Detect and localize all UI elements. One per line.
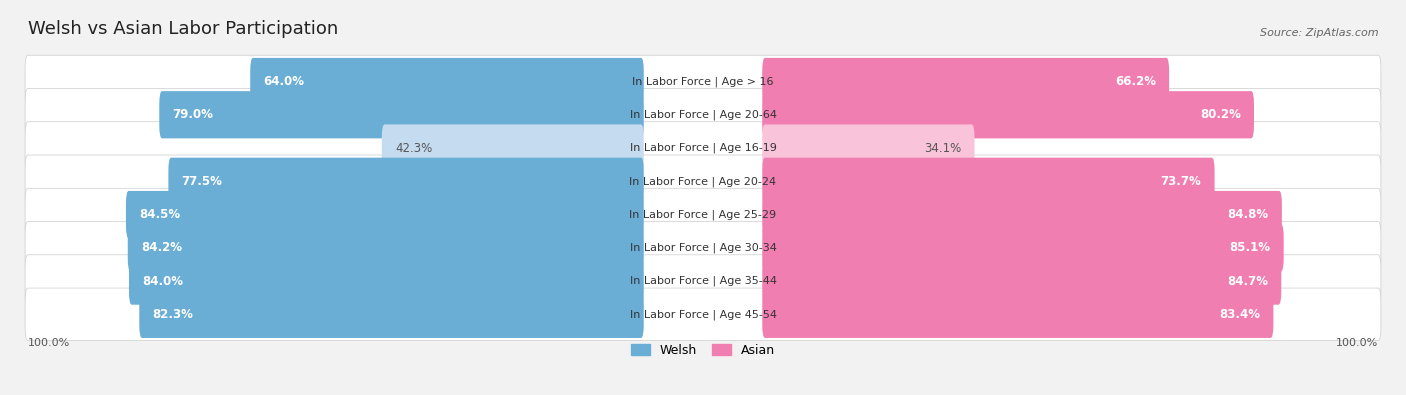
Text: 84.0%: 84.0% (142, 275, 183, 288)
Text: In Labor Force | Age 25-29: In Labor Force | Age 25-29 (630, 209, 776, 220)
FancyBboxPatch shape (25, 88, 1381, 141)
Text: In Labor Force | Age 16-19: In Labor Force | Age 16-19 (630, 143, 776, 153)
FancyBboxPatch shape (25, 55, 1381, 108)
FancyBboxPatch shape (128, 224, 644, 271)
Text: Source: ZipAtlas.com: Source: ZipAtlas.com (1260, 28, 1378, 38)
Text: 73.7%: 73.7% (1161, 175, 1202, 188)
Text: 84.8%: 84.8% (1227, 208, 1268, 221)
Text: 34.1%: 34.1% (924, 141, 962, 154)
FancyBboxPatch shape (250, 58, 644, 105)
Text: 83.4%: 83.4% (1219, 308, 1260, 321)
FancyBboxPatch shape (762, 258, 1281, 305)
FancyBboxPatch shape (169, 158, 644, 205)
Text: 66.2%: 66.2% (1115, 75, 1156, 88)
Text: 42.3%: 42.3% (395, 141, 432, 154)
FancyBboxPatch shape (25, 288, 1381, 340)
FancyBboxPatch shape (762, 191, 1282, 238)
Text: 77.5%: 77.5% (181, 175, 222, 188)
Text: 85.1%: 85.1% (1230, 241, 1271, 254)
FancyBboxPatch shape (762, 58, 1170, 105)
FancyBboxPatch shape (25, 255, 1381, 307)
FancyBboxPatch shape (127, 191, 644, 238)
FancyBboxPatch shape (382, 124, 644, 172)
Text: In Labor Force | Age > 16: In Labor Force | Age > 16 (633, 76, 773, 87)
Text: In Labor Force | Age 35-44: In Labor Force | Age 35-44 (630, 276, 776, 286)
FancyBboxPatch shape (762, 224, 1284, 271)
FancyBboxPatch shape (762, 291, 1274, 338)
Text: 64.0%: 64.0% (263, 75, 304, 88)
FancyBboxPatch shape (129, 258, 644, 305)
Text: 79.0%: 79.0% (173, 108, 214, 121)
Text: 84.2%: 84.2% (141, 241, 181, 254)
Text: In Labor Force | Age 45-54: In Labor Force | Age 45-54 (630, 309, 776, 320)
FancyBboxPatch shape (159, 91, 644, 138)
Text: 100.0%: 100.0% (1336, 338, 1378, 348)
Text: 100.0%: 100.0% (28, 338, 70, 348)
Text: 84.5%: 84.5% (139, 208, 180, 221)
Text: In Labor Force | Age 30-34: In Labor Force | Age 30-34 (630, 243, 776, 253)
FancyBboxPatch shape (762, 124, 974, 172)
Legend: Welsh, Asian: Welsh, Asian (631, 344, 775, 357)
Text: 82.3%: 82.3% (152, 308, 193, 321)
FancyBboxPatch shape (25, 188, 1381, 241)
FancyBboxPatch shape (762, 91, 1254, 138)
Text: Welsh vs Asian Labor Participation: Welsh vs Asian Labor Participation (28, 20, 337, 38)
FancyBboxPatch shape (762, 158, 1215, 205)
FancyBboxPatch shape (139, 291, 644, 338)
FancyBboxPatch shape (25, 222, 1381, 274)
Text: 84.7%: 84.7% (1227, 275, 1268, 288)
FancyBboxPatch shape (25, 122, 1381, 174)
FancyBboxPatch shape (25, 155, 1381, 207)
Text: In Labor Force | Age 20-64: In Labor Force | Age 20-64 (630, 109, 776, 120)
Text: In Labor Force | Age 20-24: In Labor Force | Age 20-24 (630, 176, 776, 186)
Text: 80.2%: 80.2% (1201, 108, 1241, 121)
